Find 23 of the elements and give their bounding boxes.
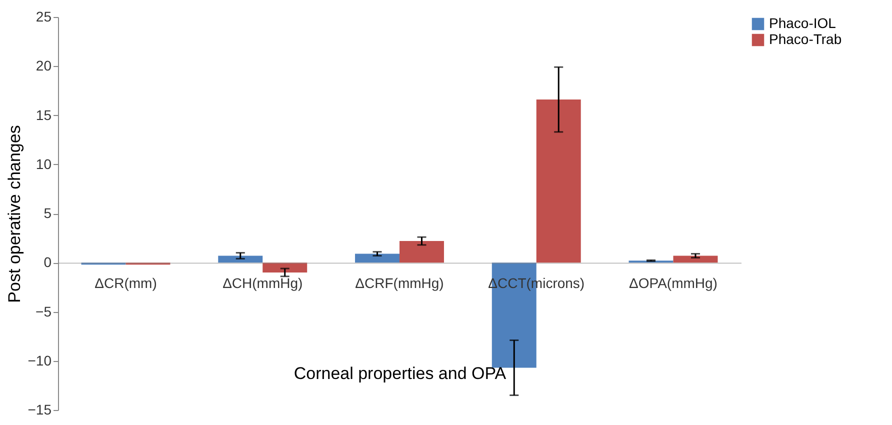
y-tick-label: 0 [44, 254, 52, 270]
x-axis-title: Corneal properties and OPA [294, 364, 507, 384]
y-tick-label: 5 [44, 205, 52, 221]
x-tick-label: ΔOPA(mmHg) [629, 275, 718, 292]
bar [673, 256, 718, 263]
y-tick-label: −15 [28, 402, 52, 418]
legend-label: Phaco-IOL [769, 15, 836, 31]
y-tick-label: −5 [36, 303, 52, 320]
y-axis-title: Post operative changes [4, 125, 24, 303]
bar [355, 254, 400, 263]
bar [400, 241, 444, 263]
legend-label: Phaco-Trab [769, 31, 842, 47]
y-tick-label: 20 [36, 58, 52, 74]
y-tick-label: −10 [28, 352, 52, 368]
x-tick-label: ΔCR(mm) [94, 275, 157, 292]
y-tick-label: 25 [36, 8, 52, 24]
bar [536, 100, 581, 263]
x-tick-label: ΔCH(mmHg) [222, 275, 303, 292]
y-tick-label: 10 [36, 156, 52, 172]
bar [218, 256, 263, 263]
bar [262, 262, 308, 272]
x-tick-label: ΔCRF(mmHg) [355, 275, 444, 292]
y-tick-label: 15 [36, 106, 52, 123]
